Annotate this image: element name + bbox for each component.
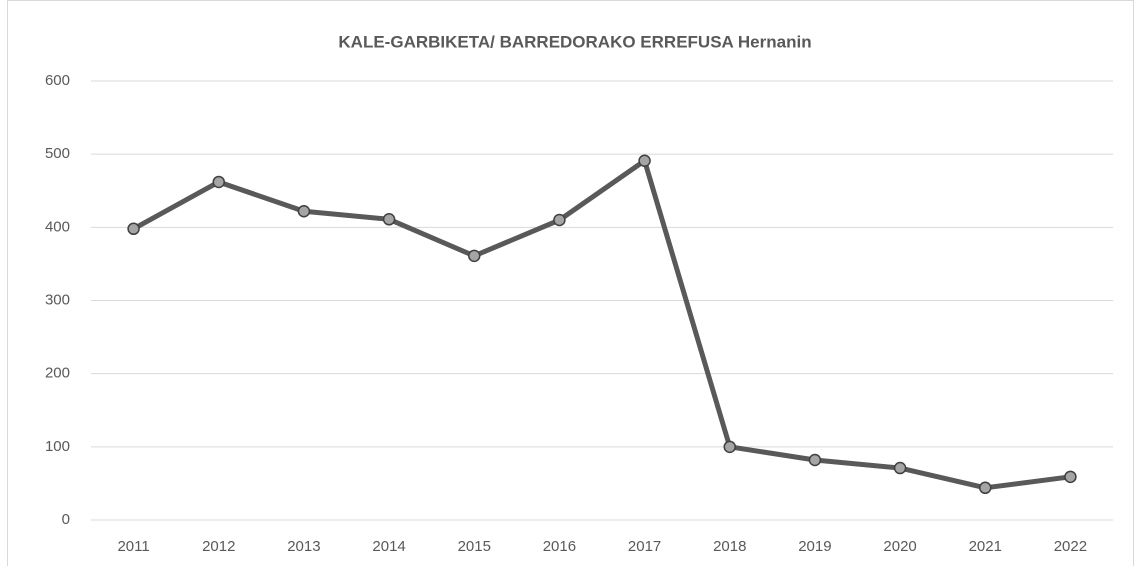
x-tick-label: 2017	[628, 538, 661, 555]
x-tick-label: 2019	[798, 538, 831, 555]
y-tick-label: 100	[45, 438, 70, 455]
x-tick-label: 2011	[117, 538, 149, 555]
marker	[297, 204, 311, 218]
y-tick-label: 400	[45, 218, 70, 235]
x-tick-label: 2021	[969, 538, 1002, 555]
x-tick-label: 2012	[202, 538, 235, 555]
y-tick-label: 200	[45, 365, 70, 382]
x-tick-label: 2016	[543, 538, 576, 555]
x-tick-label: 2014	[372, 538, 405, 555]
x-tick-label: 2013	[287, 538, 320, 555]
marker	[1064, 470, 1077, 484]
x-tick-label: 2015	[458, 538, 491, 555]
y-tick-label: 0	[62, 511, 70, 528]
chart-border	[7, 0, 1134, 571]
marker	[553, 213, 566, 227]
marker	[723, 440, 736, 454]
x-tick-label: 2018	[713, 538, 746, 555]
marker	[979, 481, 992, 495]
line	[132, 158, 1071, 491]
y-tick-label: 600	[45, 72, 70, 89]
marker	[127, 222, 140, 236]
marker	[382, 213, 396, 226]
y-tick-label: 300	[45, 291, 70, 308]
marker	[893, 461, 907, 475]
marker	[638, 154, 651, 168]
y-tick-label: 500	[45, 145, 70, 162]
marker	[808, 453, 822, 467]
x-tick-label: 2022	[1054, 538, 1087, 555]
chart-title: KALE-GARBIKETA/ BARREDORAKO ERREFUSA Her…	[338, 32, 811, 51]
marker	[212, 175, 225, 189]
x-tick-label: 2020	[883, 538, 916, 555]
marker	[468, 249, 481, 263]
